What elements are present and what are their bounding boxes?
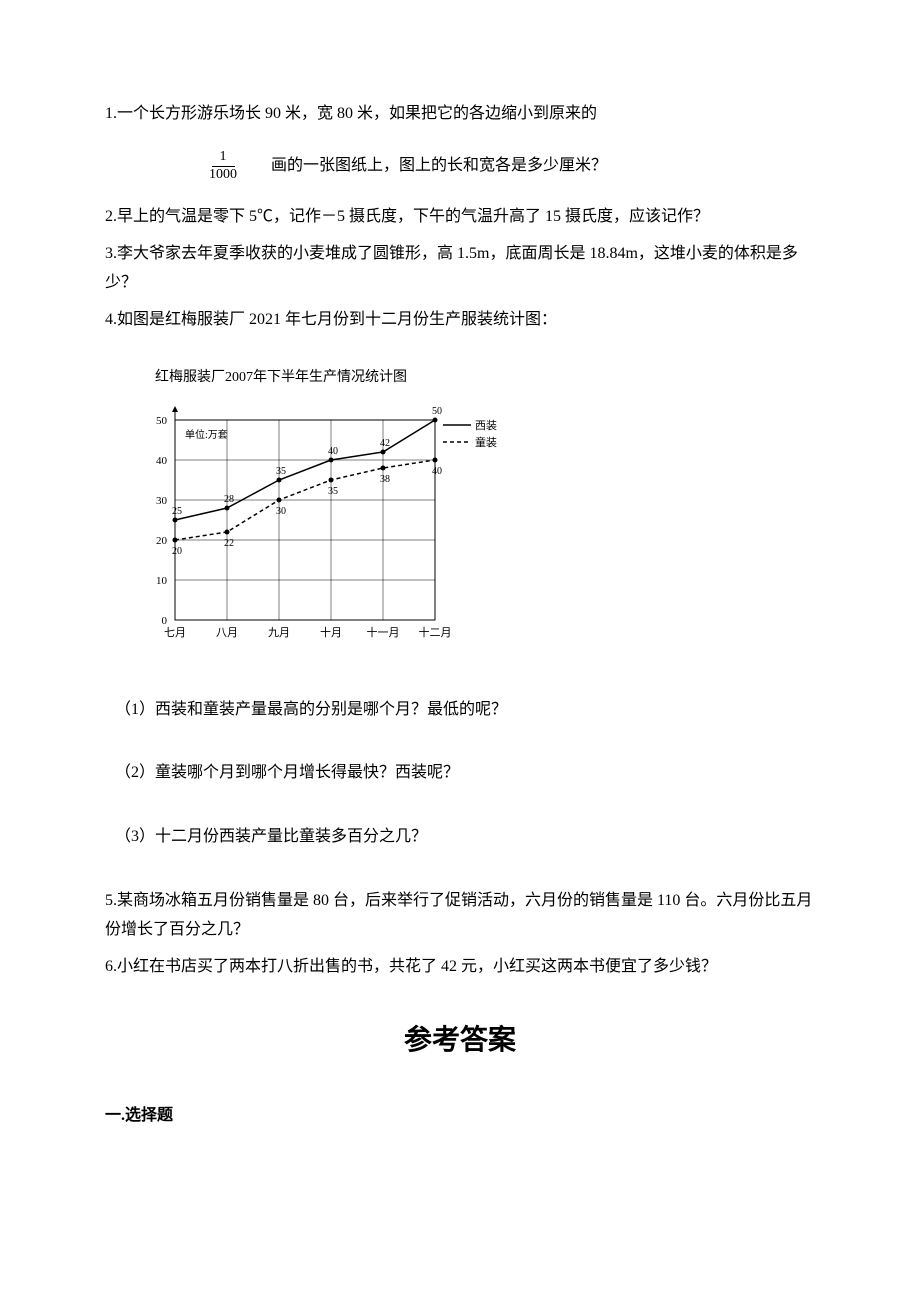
svg-text:40: 40 xyxy=(432,466,442,477)
svg-text:30: 30 xyxy=(276,506,286,517)
svg-text:0: 0 xyxy=(162,615,168,627)
answer-header: 参考答案 xyxy=(105,1016,815,1066)
svg-text:42: 42 xyxy=(380,438,390,449)
svg-text:西装: 西装 xyxy=(475,419,497,432)
svg-text:40: 40 xyxy=(156,455,168,467)
svg-text:40: 40 xyxy=(328,446,338,457)
question-4-sub2-text: （2）童装哪个月到哪个月增长得最快？西装呢？ xyxy=(115,764,459,781)
question-4-sub3-text: （3）十二月份西装产量比童装多百分之几？ xyxy=(115,828,427,845)
section-1-header: 一.选择题 xyxy=(105,1102,815,1131)
svg-text:九月: 九月 xyxy=(268,626,290,639)
svg-text:单位:万套: 单位:万套 xyxy=(185,428,228,441)
svg-text:20: 20 xyxy=(172,546,182,557)
question-4-sub3: （3）十二月份西装产量比童装多百分之几？ xyxy=(115,823,815,852)
chart-container: 红梅服装厂2007年下半年生产情况统计图 0 10 20 30 40 50 七月 八月 九月 十月… xyxy=(125,365,815,661)
question-1-text-after: 画的一张图纸上，图上的长和宽各是多少厘米？ xyxy=(271,152,607,181)
question-4-sub1-text: （1）西装和童装产量最高的分别是哪个月？最低的呢？ xyxy=(115,701,507,718)
svg-text:童装: 童装 xyxy=(475,435,497,449)
svg-text:50: 50 xyxy=(432,406,442,417)
svg-text:25: 25 xyxy=(172,506,182,517)
question-1-text: 1.一个长方形游乐场长 90 米，宽 80 米，如果把它的各边缩小到原来的 xyxy=(105,105,597,122)
svg-text:20: 20 xyxy=(156,535,168,547)
svg-text:30: 30 xyxy=(156,495,168,507)
question-4-sub1: （1）西装和童装产量最高的分别是哪个月？最低的呢？ xyxy=(115,696,815,725)
svg-text:28: 28 xyxy=(224,494,234,505)
question-6: 6.小红在书店买了两本打八折出售的书，共花了 42 元，小红买这两本书便宜了多少… xyxy=(105,953,815,982)
fraction-denominator: 1000 xyxy=(205,167,241,184)
line-chart: 0 10 20 30 40 50 七月 八月 九月 十月 十一月 十二月 单位:万套 西装童装 25 28 35… xyxy=(125,400,505,650)
question-3-text: 3.李大爷家去年夏季收获的小麦堆成了圆锥形，高 1.5m，底面周长是 18.84… xyxy=(105,245,798,291)
question-4-sub2: （2）童装哪个月到哪个月增长得最快？西装呢？ xyxy=(115,759,815,788)
question-1-fraction-row: 1 1000 画的一张图纸上，图上的长和宽各是多少厘米？ xyxy=(205,149,815,184)
svg-text:22: 22 xyxy=(224,538,234,549)
question-4: 4.如图是红梅服装厂 2021 年七月份到十二月份生产服装统计图： xyxy=(105,306,815,335)
chart-title: 红梅服装厂2007年下半年生产情况统计图 xyxy=(155,365,815,390)
question-4-text: 4.如图是红梅服装厂 2021 年七月份到十二月份生产服装统计图： xyxy=(105,311,557,328)
svg-text:35: 35 xyxy=(276,466,286,477)
svg-text:十一月: 十一月 xyxy=(367,625,400,639)
fraction: 1 1000 xyxy=(205,149,241,184)
svg-text:38: 38 xyxy=(380,474,390,485)
svg-text:七月: 七月 xyxy=(164,626,186,639)
svg-text:十月: 十月 xyxy=(320,625,342,639)
question-1: 1.一个长方形游乐场长 90 米，宽 80 米，如果把它的各边缩小到原来的 xyxy=(105,100,815,129)
svg-text:10: 10 xyxy=(156,575,168,587)
question-3: 3.李大爷家去年夏季收获的小麦堆成了圆锥形，高 1.5m，底面周长是 18.84… xyxy=(105,240,815,298)
question-5-text: 5.某商场冰箱五月份销售量是 80 台，后来举行了促销活动，六月份的销售量是 1… xyxy=(105,892,812,938)
fraction-numerator: 1 xyxy=(212,149,235,167)
svg-text:35: 35 xyxy=(328,486,338,497)
question-6-text: 6.小红在书店买了两本打八折出售的书，共花了 42 元，小红买这两本书便宜了多少… xyxy=(105,958,717,975)
question-2: 2.早上的气温是零下 5℃，记作－5 摄氏度，下午的气温升高了 15 摄氏度，应… xyxy=(105,203,815,232)
svg-text:50: 50 xyxy=(156,415,168,427)
question-2-text: 2.早上的气温是零下 5℃，记作－5 摄氏度，下午的气温升高了 15 摄氏度，应… xyxy=(105,208,709,225)
svg-text:八月: 八月 xyxy=(216,627,238,639)
question-5: 5.某商场冰箱五月份销售量是 80 台，后来举行了促销活动，六月份的销售量是 1… xyxy=(105,887,815,945)
svg-text:十二月: 十二月 xyxy=(419,625,452,639)
